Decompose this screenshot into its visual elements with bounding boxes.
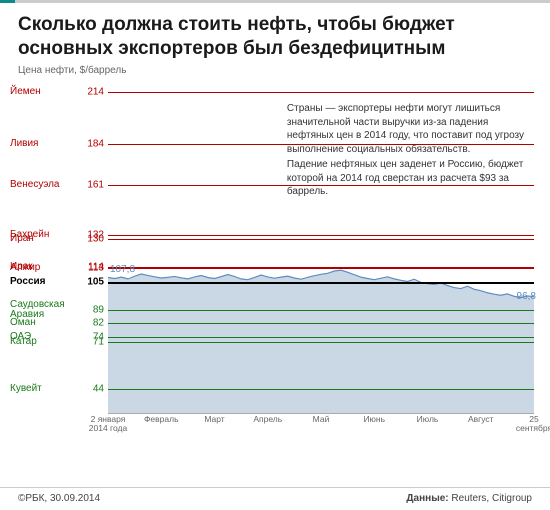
x-tick-label: Март (204, 415, 224, 424)
threshold-line (108, 342, 534, 343)
chart-footer: ©РБК, 30.09.2014 Данные: Reuters, Citigr… (0, 487, 550, 510)
country-label: Алжир (10, 263, 72, 273)
x-tick-label: Май (313, 415, 330, 424)
country-label: Оман (10, 318, 72, 328)
country-value: 105 (76, 277, 104, 288)
x-tick-label: 2 января2014 года (89, 415, 127, 434)
country-value: 82 (76, 317, 104, 328)
chart-title: Сколько должна стоить нефть, чтобы бюдже… (0, 3, 550, 65)
series-start-label: 107,8 (110, 264, 135, 275)
header-accent-bar (0, 0, 550, 3)
footer-right-label: Данные: (406, 493, 448, 504)
x-tick-label: Август (468, 415, 494, 424)
country-label: Ливия (10, 139, 72, 149)
country-value: 214 (76, 86, 104, 97)
threshold-line (108, 92, 534, 93)
threshold-line (108, 337, 534, 338)
country-value: 89 (76, 305, 104, 316)
footer-right-value: Reuters, Citigroup (451, 493, 532, 504)
x-tick-label: Июнь (363, 415, 385, 424)
chart-container: Сколько должна стоить нефть, чтобы бюдже… (0, 0, 550, 510)
x-tick-label: Апрель (253, 415, 282, 424)
country-label: Катар (10, 337, 72, 347)
country-label: Венесуэла (10, 180, 72, 190)
threshold-line (108, 239, 534, 240)
annotation-text: Падение нефтяных цен заденет и Россию, б… (287, 158, 526, 199)
x-tick-label: Июль (417, 415, 439, 424)
threshold-line (108, 323, 534, 324)
country-value: 113 (76, 263, 104, 274)
threshold-line (108, 282, 534, 284)
country-value: 44 (76, 384, 104, 395)
annotation-text: Страны — экспортеры нефти могут лишиться… (287, 102, 526, 156)
country-label: Кувейт (10, 384, 72, 394)
x-axis-ticks: 2 января2014 годаФевральМартАпрельМайИюн… (108, 413, 534, 435)
x-tick-label: Февраль (144, 415, 179, 424)
chart-area: Йемен214Ливия184Венесуэла161Бахрейн132Ир… (10, 82, 540, 436)
country-value: 130 (76, 233, 104, 244)
footer-source-right: Данные: Reuters, Citigroup (406, 493, 532, 504)
country-label: Россия (10, 277, 72, 287)
country-label: Иран (10, 234, 72, 244)
threshold-line (108, 268, 534, 269)
country-label: Йемен (10, 87, 72, 97)
y-axis-label: Цена нефти, $/баррель (0, 65, 550, 82)
plot-area: Страны — экспортеры нефти могут лишиться… (108, 82, 534, 414)
threshold-line (108, 310, 534, 311)
country-value: 184 (76, 139, 104, 150)
country-value: 161 (76, 179, 104, 190)
x-tick-label: 25 сентября (516, 415, 550, 434)
country-value: 71 (76, 336, 104, 347)
threshold-line (108, 389, 534, 390)
threshold-line (108, 235, 534, 236)
footer-source-left: ©РБК, 30.09.2014 (18, 493, 100, 504)
series-end-label: 96,8 (517, 291, 536, 302)
